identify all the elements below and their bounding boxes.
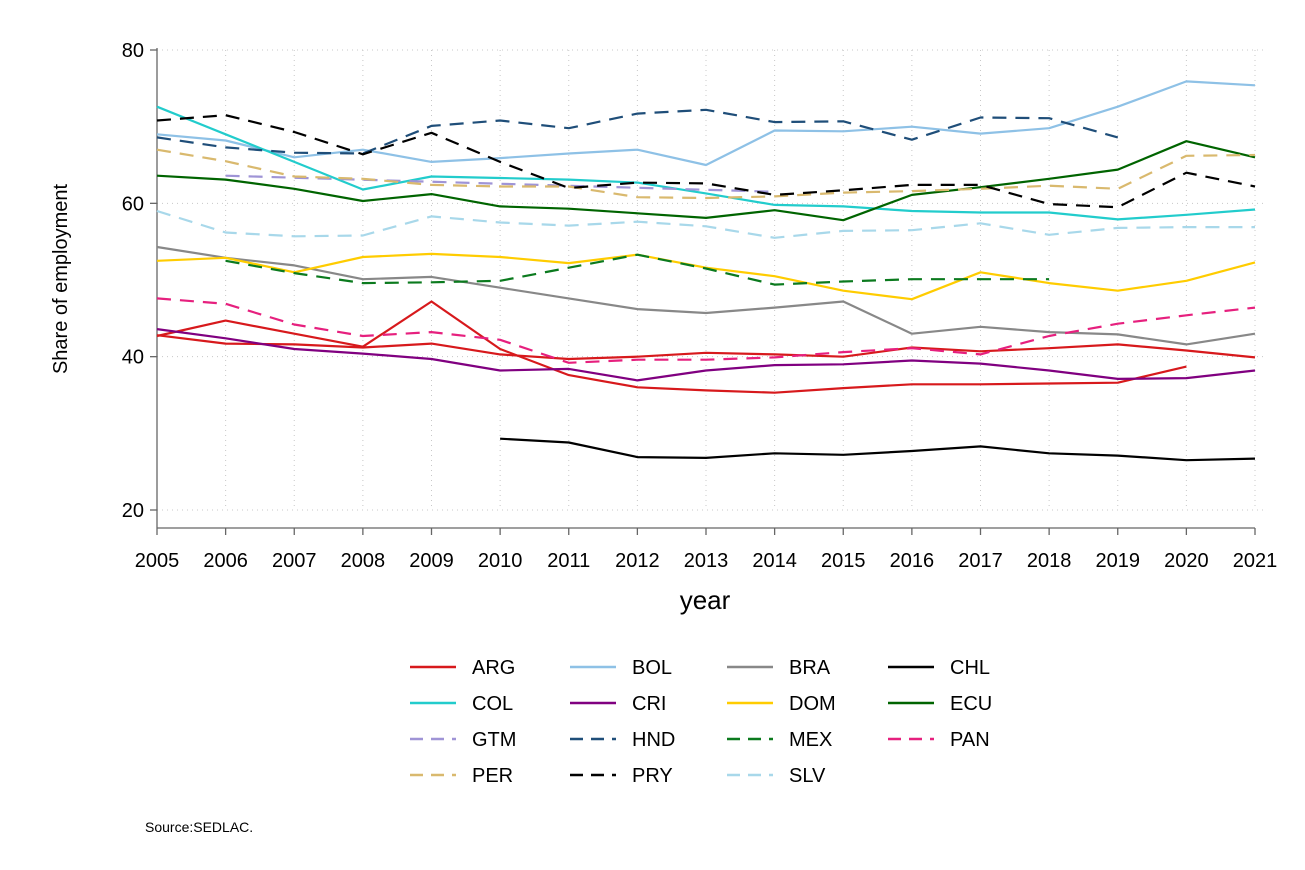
x-tick-label: 2019 <box>1096 550 1141 572</box>
legend-label-dom: DOM <box>789 693 836 715</box>
x-tick-label: 2020 <box>1164 550 1209 572</box>
series-line-bol <box>156 80 1256 167</box>
legend-label-per: PER <box>472 765 513 787</box>
legend-label-bra: BRA <box>789 657 831 679</box>
axes: 20 40 60 80 2005 2006 2007 2008 2009 2010 2011 2012… <box>122 40 1278 572</box>
series-line-per <box>156 148 1256 200</box>
series-line-hnd <box>156 108 1119 155</box>
x-axis-title: year <box>680 585 731 615</box>
series-line-chl <box>500 437 1256 462</box>
x-tick-label: 2007 <box>272 550 317 572</box>
legend-label-ecu: ECU <box>950 693 992 715</box>
legend-label-col: COL <box>472 693 513 715</box>
legend-label-cri: CRI <box>632 693 666 715</box>
x-tick-label: 2011 <box>547 550 590 572</box>
x-tick-label: 2021 <box>1233 550 1278 572</box>
x-tick-label: 2018 <box>1027 550 1072 572</box>
legend-label-mex: MEX <box>789 729 832 751</box>
series-line-arg <box>156 334 1256 361</box>
x-tick-label: 2010 <box>478 550 523 572</box>
x-tick-label: 2012 <box>615 550 660 572</box>
legend: ARG BOL BRA CHL COL CRI DOM ECU GTM HND MEX PAN PER P… <box>410 657 992 787</box>
series-line-slv <box>156 209 1255 239</box>
legend-label-chl: CHL <box>950 657 990 679</box>
legend-label-hnd: HND <box>632 729 675 751</box>
x-tick-label: 2013 <box>684 550 729 572</box>
series-line-arg <box>156 300 1187 394</box>
legend-label-arg: ARG <box>472 657 515 679</box>
x-tick-label: 2009 <box>409 550 454 572</box>
series-lines <box>156 80 1256 462</box>
series-line-pan <box>156 297 1256 364</box>
y-tick-label: 40 <box>122 347 144 369</box>
legend-label-bol: BOL <box>632 657 672 679</box>
series-line-cri <box>156 328 1256 382</box>
x-tick-label: 2016 <box>890 550 935 572</box>
legend-label-pan: PAN <box>950 729 990 751</box>
x-tick-label: 2017 <box>958 550 1003 572</box>
x-tick-label: 2005 <box>135 550 180 572</box>
y-axis-title: Share of employment <box>50 184 72 375</box>
x-tick-label: 2014 <box>752 550 797 572</box>
grid-lines <box>156 49 1263 511</box>
series-line-ecu <box>156 140 1256 222</box>
series-line-mex <box>225 253 1050 286</box>
legend-label-gtm: GTM <box>472 729 516 751</box>
x-tick-label: 2015 <box>821 550 866 572</box>
series-line-col <box>156 105 1256 221</box>
series-line-pry <box>156 114 1256 209</box>
y-tick-label: 80 <box>122 40 144 62</box>
legend-label-slv: SLV <box>789 765 826 787</box>
legend-label-pry: PRY <box>632 765 673 787</box>
y-tick-label: 60 <box>122 193 144 215</box>
source-note: Source:SEDLAC. <box>145 819 253 835</box>
x-tick-label: 2008 <box>341 550 386 572</box>
x-tick-label: 2006 <box>203 550 248 572</box>
y-tick-label: 20 <box>122 500 144 522</box>
